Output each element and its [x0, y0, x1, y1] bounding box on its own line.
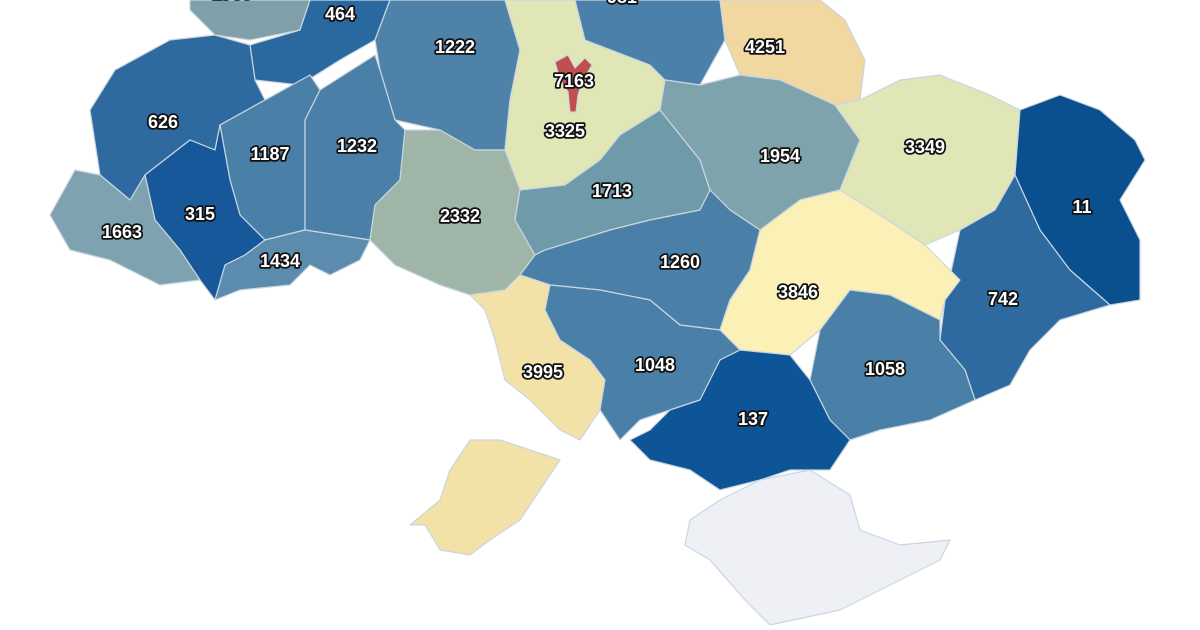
region-value-label: 1232 [337, 136, 377, 156]
region-value-label: 137 [738, 409, 768, 429]
region-137 [629, 349, 851, 491]
region-value-label: 1048 [635, 355, 675, 375]
region-value-label: 981 [607, 0, 637, 7]
region-value-label: 464 [325, 4, 355, 24]
region-nw [189, 0, 311, 41]
region-value-label: 1783 [212, 0, 252, 3]
region-value-label: 1222 [435, 37, 475, 57]
region-value-label: 3349 [905, 137, 945, 157]
region-7163 [554, 54, 593, 113]
region-value-label: 11 [1072, 197, 1091, 217]
region-value-label: 626 [148, 112, 178, 132]
region-value-label: 3995 [523, 362, 563, 382]
region-value-label: 3325 [545, 121, 585, 141]
region-3995-south [409, 439, 561, 556]
region-crimea [684, 469, 951, 626]
region-value-label: 1434 [260, 251, 300, 271]
region-1434 [214, 229, 371, 301]
region-1663 [49, 169, 201, 286]
region-value-label: 315 [185, 204, 215, 224]
region-value-label: 1663 [102, 222, 142, 242]
region-value-label: 4251 [745, 37, 785, 57]
region-value-label: 2332 [440, 206, 480, 226]
region-742 [939, 174, 1111, 401]
region-value-label: 1187 [250, 144, 289, 164]
region-value-label: 3846 [778, 282, 818, 302]
region-value-label: 742 [988, 289, 1018, 309]
region-value-label: 1954 [760, 146, 800, 166]
region-value-label: 7163 [554, 71, 594, 91]
region-value-label: 1058 [865, 359, 905, 379]
region-value-label: 1713 [592, 181, 632, 201]
region-value-label: 1260 [660, 252, 700, 272]
